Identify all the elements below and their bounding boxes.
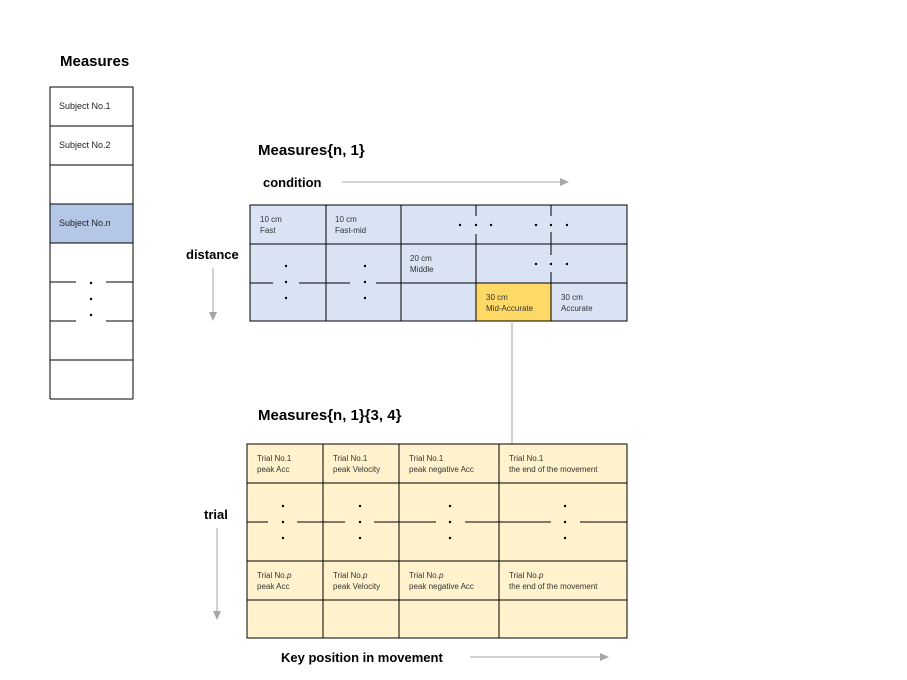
trial-1-end-of-movement: Trial No.1 the end of the movement xyxy=(509,454,598,474)
trial-p-peak-negative-acc: Trial No.p peak negative Acc xyxy=(409,571,474,591)
measures-list xyxy=(49,86,134,400)
cell-20cm-middle: 20 cm Middle xyxy=(410,254,434,274)
cell-10cm-fast-mid: 10 cm Fast-mid xyxy=(335,215,367,235)
trial-table-title: Measures{n, 1}{3, 4} xyxy=(258,407,402,424)
condition-table xyxy=(249,204,628,322)
list-item-subject-1: Subject No.1 xyxy=(59,101,111,111)
key-position-axis-label: Key position in movement xyxy=(281,650,443,665)
trial-axis-label: trial xyxy=(204,507,228,522)
subject-n-suffix: n xyxy=(105,218,111,228)
list-cell-1 xyxy=(49,86,134,127)
cell-30cm-mid-accurate: 30 cm Mid-Accurate xyxy=(486,293,534,313)
cell-10cm-fast: 10 cm Fast xyxy=(260,215,282,235)
trial-table xyxy=(246,443,628,639)
condition-table-title: Measures{n, 1} xyxy=(258,142,365,159)
measures-title: Measures xyxy=(60,53,130,70)
highlight-cell-mid-accurate xyxy=(475,282,552,322)
condition-axis-label: condition xyxy=(263,175,322,190)
subject-n-prefix: Subject No. xyxy=(59,218,106,228)
list-cell-3 xyxy=(49,164,134,205)
trial-1-peak-negative-acc: Trial No.1 peak negative Acc xyxy=(409,454,474,474)
trial-p-peak-velocity: Trial No.p peak Velocity xyxy=(333,571,381,591)
list-cell-n xyxy=(49,203,134,244)
distance-axis-label: distance xyxy=(186,247,239,262)
list-item-subject-n: Subject No.n xyxy=(59,218,111,228)
list-item-subject-2: Subject No.2 xyxy=(59,140,111,150)
trial-p-end-of-movement: Trial No.p the end of the movement xyxy=(509,571,598,591)
trial-p-peak-acc: Trial No.p peak Acc xyxy=(257,571,292,591)
trial-1-peak-velocity: Trial No.1 peak Velocity xyxy=(333,454,381,474)
trial-1-peak-acc: Trial No.1 peak Acc xyxy=(257,454,292,474)
cell-30cm-accurate: 30 cm Accurate xyxy=(561,293,593,313)
